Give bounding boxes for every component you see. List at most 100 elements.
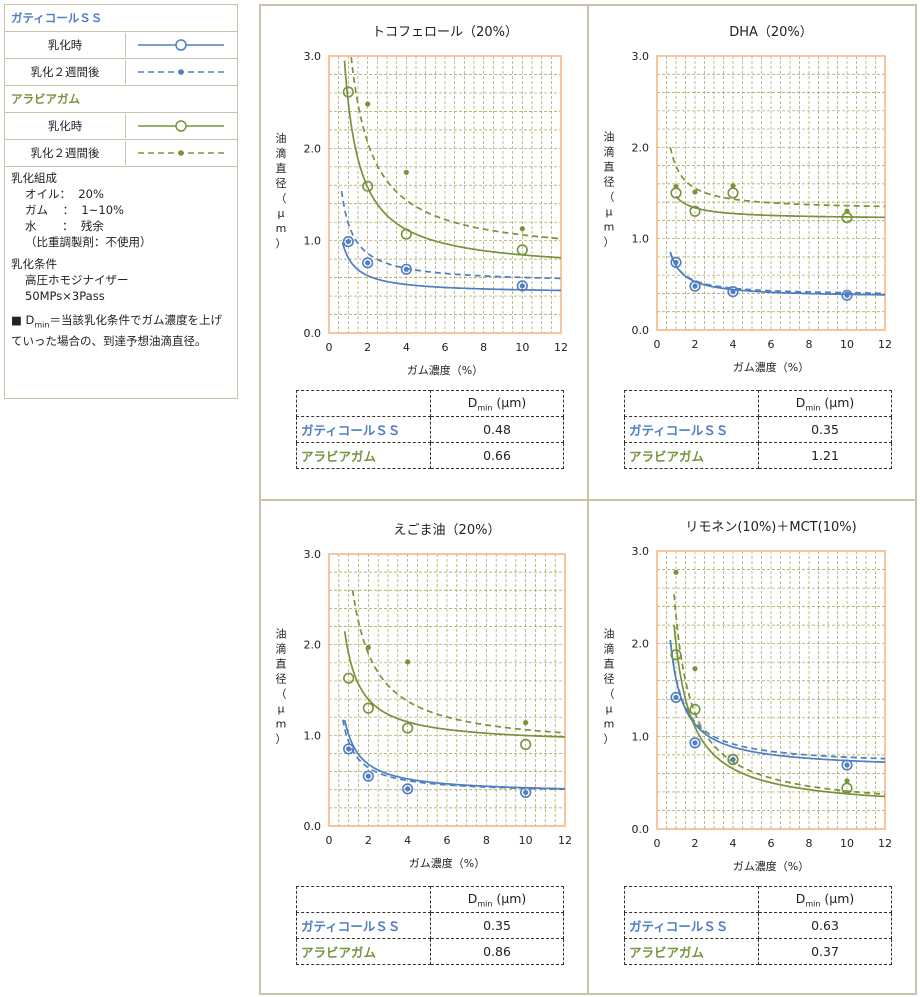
y-axis-char: ） xyxy=(604,236,615,249)
note-d: D xyxy=(25,313,35,327)
composition-line: ガム ： 1~10% xyxy=(25,203,124,217)
y-axis-char: μ xyxy=(278,207,285,220)
x-axis-label: ガム濃度（%） xyxy=(733,859,809,873)
data-point xyxy=(520,738,532,750)
legend-swatch-ss-2w xyxy=(125,60,224,84)
x-tick-label: 10 xyxy=(519,834,533,847)
data-point xyxy=(844,292,850,298)
x-tick-label: 12 xyxy=(558,834,572,847)
y-axis-char: 油 xyxy=(276,131,287,145)
composition-line: （比重調製剤：不使用） xyxy=(25,235,152,249)
data-point xyxy=(365,101,371,107)
data-point xyxy=(673,569,679,575)
y-axis-char: μ xyxy=(278,703,285,716)
y-axis-char: 径 xyxy=(604,176,615,189)
legend-ss-title: ガティコールＳＳ xyxy=(5,5,237,32)
y-tick-label: 3.0 xyxy=(632,50,650,63)
x-tick-label: 6 xyxy=(442,341,449,354)
data-point xyxy=(516,244,528,256)
y-tick-label: 1.0 xyxy=(632,730,650,743)
table-header-unit: (μm) xyxy=(820,394,855,410)
x-tick-label: 12 xyxy=(554,341,568,354)
x-tick-label: 2 xyxy=(365,834,372,847)
x-tick-label: 0 xyxy=(326,834,333,847)
y-axis-char: m xyxy=(276,222,287,235)
series-curve xyxy=(673,625,886,798)
legend-swatch-ss-fresh xyxy=(125,33,224,57)
y-axis-label: 油滴直径 （ μ m ） xyxy=(604,130,615,249)
table-header-d: D xyxy=(795,890,806,906)
series-curve xyxy=(675,195,885,219)
x-tick-label: 4 xyxy=(403,341,410,354)
table-header-dmin: Dmin (μm) xyxy=(758,886,892,913)
table-row-name: アラビアガム xyxy=(624,442,759,469)
data-point xyxy=(670,256,682,269)
y-axis-char: 径 xyxy=(276,177,287,190)
plot-frame xyxy=(328,553,566,827)
series-curve xyxy=(343,631,565,738)
data-point xyxy=(520,786,532,799)
legend-ga-fresh: 乳化時 xyxy=(5,113,237,140)
legend-swatch-ga-fresh xyxy=(125,114,224,138)
legend-ss-2w: 乳化２週間後 xyxy=(5,59,237,86)
data-point xyxy=(362,257,374,269)
table-header-sub: min xyxy=(477,403,493,413)
data-point xyxy=(841,759,853,771)
series-curve xyxy=(351,589,566,734)
data-point xyxy=(692,740,698,746)
chart-panel: えごま油（20%） 0.0 1.0 2.0 3.0 0 2 4 6 8 10 12 ガム濃度（%） 油滴直… xyxy=(261,501,589,993)
x-tick-label: 2 xyxy=(692,338,699,351)
composition-block: 乳化組成 オイル： 20% ガム ： 1~10% 水 ： 残余 （比重調製剤：不… xyxy=(5,167,237,304)
data-point xyxy=(844,208,850,214)
series-curve xyxy=(343,60,562,259)
chart-title: トコフェロール（20%） xyxy=(372,25,518,40)
y-axis-char: （ xyxy=(276,192,287,205)
data-point xyxy=(523,789,529,796)
chart-svg: えごま油（20%） 0.0 1.0 2.0 3.0 0 2 4 6 8 10 12 ガム濃度（%） 油滴直… xyxy=(276,522,573,870)
data-point xyxy=(346,746,352,752)
y-axis-char: 直 xyxy=(276,161,287,175)
table-corner xyxy=(296,886,431,913)
series-curve xyxy=(341,242,561,292)
dmin-table: Dmin (μm) ガティコールＳＳ 0.48 アラビアガム 0.66 xyxy=(296,390,564,469)
table-row-name: ガティコールＳＳ xyxy=(624,912,759,939)
x-tick-label: 12 xyxy=(878,837,892,850)
x-tick-label: 8 xyxy=(480,341,487,354)
legend-label: 乳化２週間後 xyxy=(30,146,100,160)
y-axis-char: μ xyxy=(606,703,613,716)
data-point xyxy=(673,694,679,701)
data-point xyxy=(730,183,736,189)
conditions-title: 乳化条件 xyxy=(11,257,57,271)
data-point xyxy=(343,743,355,755)
dmin-note: ■ Dmin＝当該乳化条件でガム濃度を上げていった場合の、到達予想油滴直径。 xyxy=(5,304,237,349)
data-point xyxy=(730,289,736,295)
data-point xyxy=(402,783,414,795)
data-point xyxy=(365,773,371,779)
data-point xyxy=(516,280,528,292)
table-header-dmin: Dmin (μm) xyxy=(430,390,564,417)
y-axis-char: ） xyxy=(276,237,287,250)
table-header-dmin: Dmin (μm) xyxy=(758,390,892,417)
y-tick-label: 0.0 xyxy=(304,820,322,833)
y-axis-char: 滴 xyxy=(276,146,287,160)
table-corner xyxy=(624,390,759,417)
chart-panel: トコフェロール（20%） 0.0 1.0 2.0 3.0 0 2 4 6 8 10 12 ガム濃度（%）… xyxy=(261,6,589,501)
table-header-unit: (μm) xyxy=(492,394,527,410)
table-header-row: Dmin (μm) xyxy=(624,886,892,913)
y-axis-char: （ xyxy=(276,688,287,701)
y-axis-label: 油滴直径 （ μ m ） xyxy=(276,627,287,746)
series-curve xyxy=(669,147,885,208)
table-row-name: アラビアガム xyxy=(296,938,431,965)
plot-frame xyxy=(656,550,886,830)
x-tick-label: 10 xyxy=(840,338,854,351)
data-point xyxy=(727,753,739,766)
data-point xyxy=(343,672,355,684)
y-axis-char: 直 xyxy=(276,657,287,671)
x-tick-label: 6 xyxy=(768,837,775,850)
series-curve xyxy=(340,190,561,280)
data-point xyxy=(403,266,409,272)
y-tick-label: 2.0 xyxy=(304,639,322,652)
legend-panel: ガティコールＳＳ 乳化時 乳化２週間後 アラビアガム 乳化時 乳化２週間後 乳化… xyxy=(4,4,238,399)
table-header-unit: (μm) xyxy=(820,890,855,906)
note-sub: min xyxy=(34,320,50,330)
